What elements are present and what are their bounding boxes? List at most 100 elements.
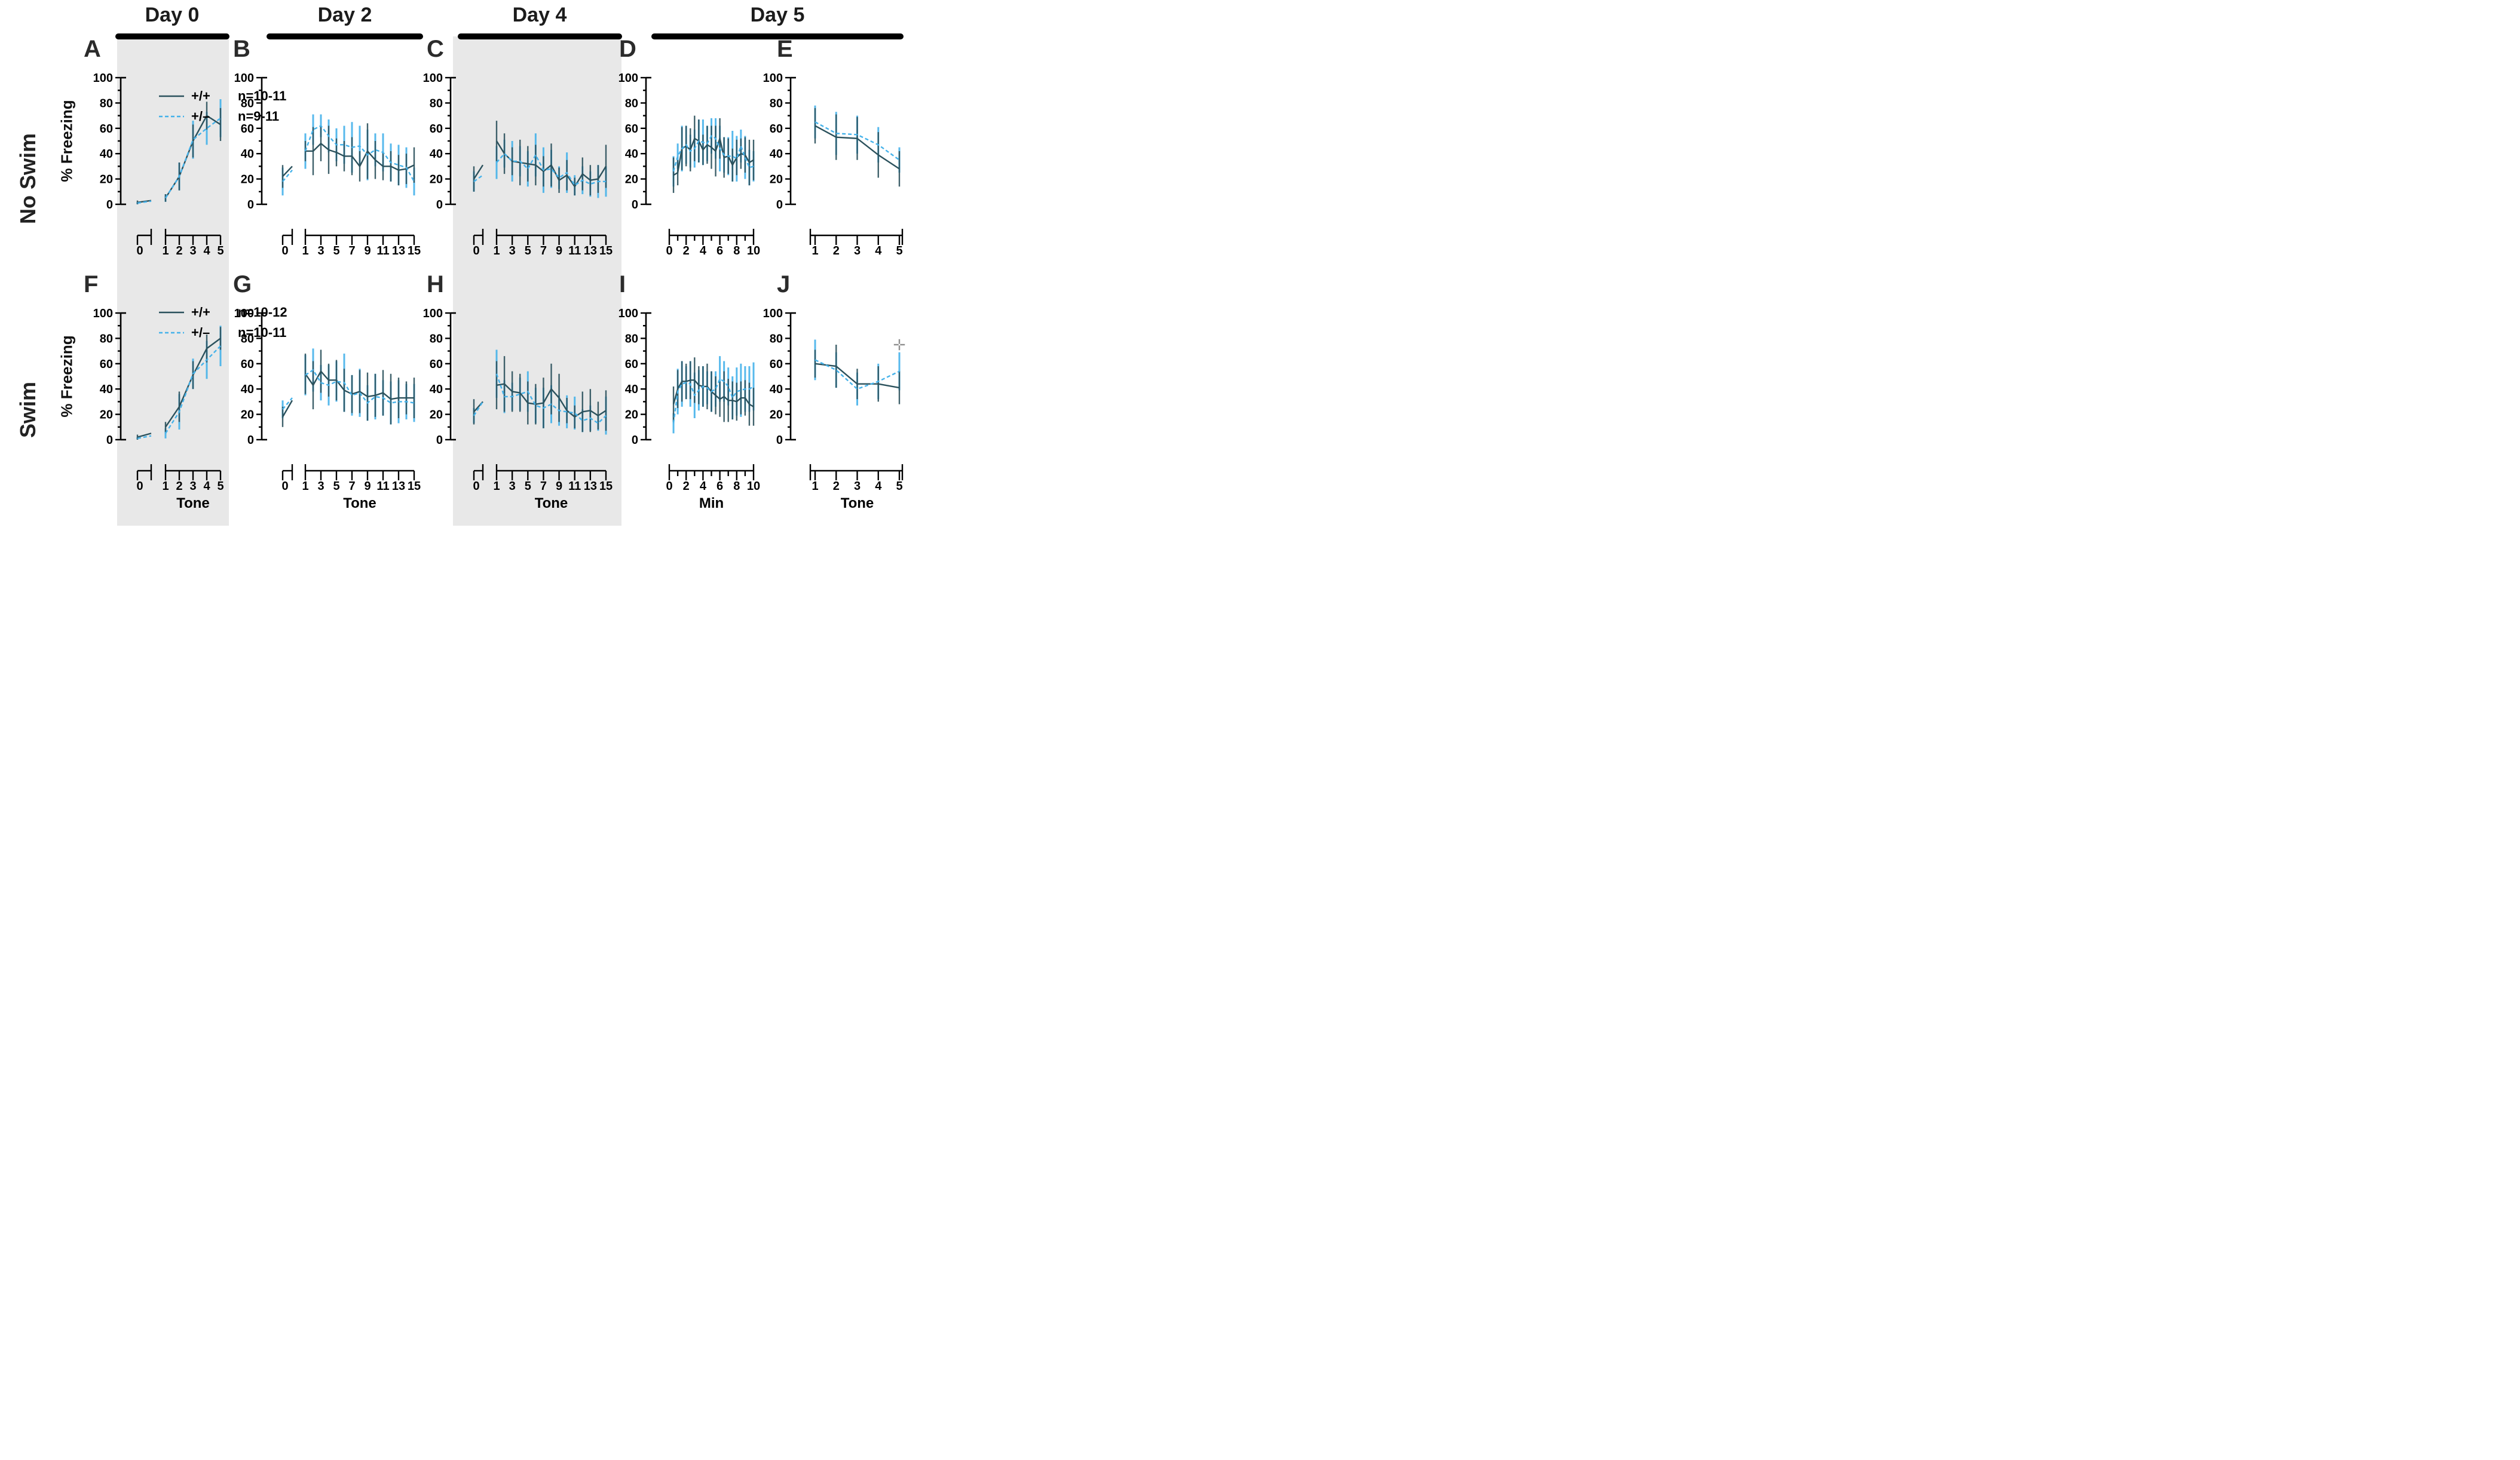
y-tick-label: 0 xyxy=(776,434,783,447)
x-axis xyxy=(668,229,755,245)
y-tick-label: 80 xyxy=(770,332,783,345)
y-tick-label: 20 xyxy=(430,173,443,186)
x-tick-label: 1 xyxy=(493,480,500,493)
y-tick-label: 0 xyxy=(436,198,443,211)
x-axis xyxy=(809,229,904,245)
y-tick-label: 40 xyxy=(241,148,254,161)
y-tick-label: 40 xyxy=(770,148,783,161)
series-line-het xyxy=(137,345,221,440)
y-tick-label: 80 xyxy=(430,332,443,345)
y-axis xyxy=(641,76,651,205)
y-tick-label: 60 xyxy=(241,122,254,136)
x-tick-label: 15 xyxy=(408,244,421,257)
x-tick-label: 0 xyxy=(666,244,672,257)
y-tick-label: 0 xyxy=(247,198,254,211)
y-axis xyxy=(256,76,267,205)
x-tick-label: 9 xyxy=(364,480,371,493)
error-bars-wildtype xyxy=(473,356,607,433)
y-tick-label: 0 xyxy=(632,434,638,447)
y-tick-label: 80 xyxy=(430,97,443,110)
legend-genotype-label: +/+ xyxy=(191,305,210,320)
x-tick-label: 1 xyxy=(302,480,308,493)
error-bars-het xyxy=(281,348,415,425)
day-underline-bar xyxy=(267,33,423,39)
y-tick-label: 0 xyxy=(436,434,443,447)
y-axis xyxy=(641,312,651,441)
y-tick-label: 60 xyxy=(430,122,443,136)
x-axis-title: Tone xyxy=(841,495,874,511)
legend-genotype-label: +/– xyxy=(191,109,210,124)
y-tick-label: 100 xyxy=(618,72,638,85)
y-tick-label: 60 xyxy=(100,122,113,136)
panel-letter: G xyxy=(233,271,252,297)
x-tick-label: 2 xyxy=(176,244,182,257)
x-tick-label: 8 xyxy=(733,244,740,257)
panel-J-chart: 0 20 40 60 80 100 1 2 3 4 5 Tone xyxy=(763,307,905,511)
y-tick-label: 80 xyxy=(770,97,783,110)
x-tick-label: 1 xyxy=(162,480,169,493)
x-tick-label: 5 xyxy=(333,244,339,257)
series-line-wildtype xyxy=(473,383,607,418)
x-tick-label: 1 xyxy=(812,244,818,257)
x-axis xyxy=(809,464,904,480)
y-tick-label: 60 xyxy=(625,122,638,136)
x-tick-label: 6 xyxy=(716,480,723,493)
x-tick-label: 4 xyxy=(700,480,707,493)
x-axis xyxy=(473,464,607,480)
x-tick-label: 15 xyxy=(408,480,421,493)
x-tick-label: 2 xyxy=(683,480,690,493)
day-underline-bar xyxy=(458,33,622,39)
series-line-het xyxy=(473,152,606,186)
x-baseline-label: 0 xyxy=(136,480,143,493)
y-tick-label: 100 xyxy=(93,72,113,85)
y-axis xyxy=(445,312,456,441)
panel-letter: I xyxy=(619,271,626,297)
freezing-figure: Day 0 Day 2 Day 4 Day 5 No Swim % Freezing Swi… xyxy=(0,0,907,526)
x-axis-title: Min xyxy=(699,495,724,511)
y-tick-label: 40 xyxy=(770,383,783,396)
x-tick-label: 5 xyxy=(896,244,902,257)
y-tick-label: 100 xyxy=(423,72,443,85)
y-axis xyxy=(115,312,126,441)
x-axis-title: Tone xyxy=(343,495,376,511)
series-line-wildtype xyxy=(672,379,754,407)
series-line-het xyxy=(815,121,900,161)
x-tick-label: 5 xyxy=(525,480,531,493)
x-axis xyxy=(668,464,755,480)
x-axis xyxy=(136,229,222,245)
y-axis xyxy=(256,312,267,441)
error-bars-het xyxy=(136,326,222,440)
x-tick-label: 10 xyxy=(747,244,760,257)
y-tick-label: 60 xyxy=(625,358,638,371)
error-bars-wildtype xyxy=(473,121,607,196)
y-tick-label: 0 xyxy=(776,198,783,211)
significance-cross-annotation xyxy=(893,339,905,351)
error-bars-wildtype xyxy=(814,108,901,187)
row-label: Swim xyxy=(16,381,40,438)
y-tick-label: 60 xyxy=(430,358,443,371)
series-line-wildtype xyxy=(815,363,900,389)
x-baseline-label: 0 xyxy=(281,480,288,493)
panel-letter: J xyxy=(777,271,791,297)
x-axis xyxy=(136,464,222,480)
x-tick-label: 3 xyxy=(317,480,324,493)
x-baseline-label: 0 xyxy=(136,244,143,257)
x-tick-label: 3 xyxy=(509,480,516,493)
y-tick-label: 100 xyxy=(763,72,783,85)
y-tick-label: 100 xyxy=(618,307,638,320)
x-tick-label: 1 xyxy=(302,244,308,257)
y-tick-label: 60 xyxy=(770,122,783,136)
y-tick-label: 20 xyxy=(770,409,783,422)
y-axis xyxy=(785,76,796,205)
y-axis-label: % Freezing xyxy=(57,335,76,418)
y-tick-label: 0 xyxy=(106,198,113,211)
panel-letter: H xyxy=(427,271,444,297)
y-axis xyxy=(115,76,126,205)
x-axis xyxy=(473,229,607,245)
y-tick-label: 20 xyxy=(241,409,254,422)
y-tick-label: 40 xyxy=(430,383,443,396)
